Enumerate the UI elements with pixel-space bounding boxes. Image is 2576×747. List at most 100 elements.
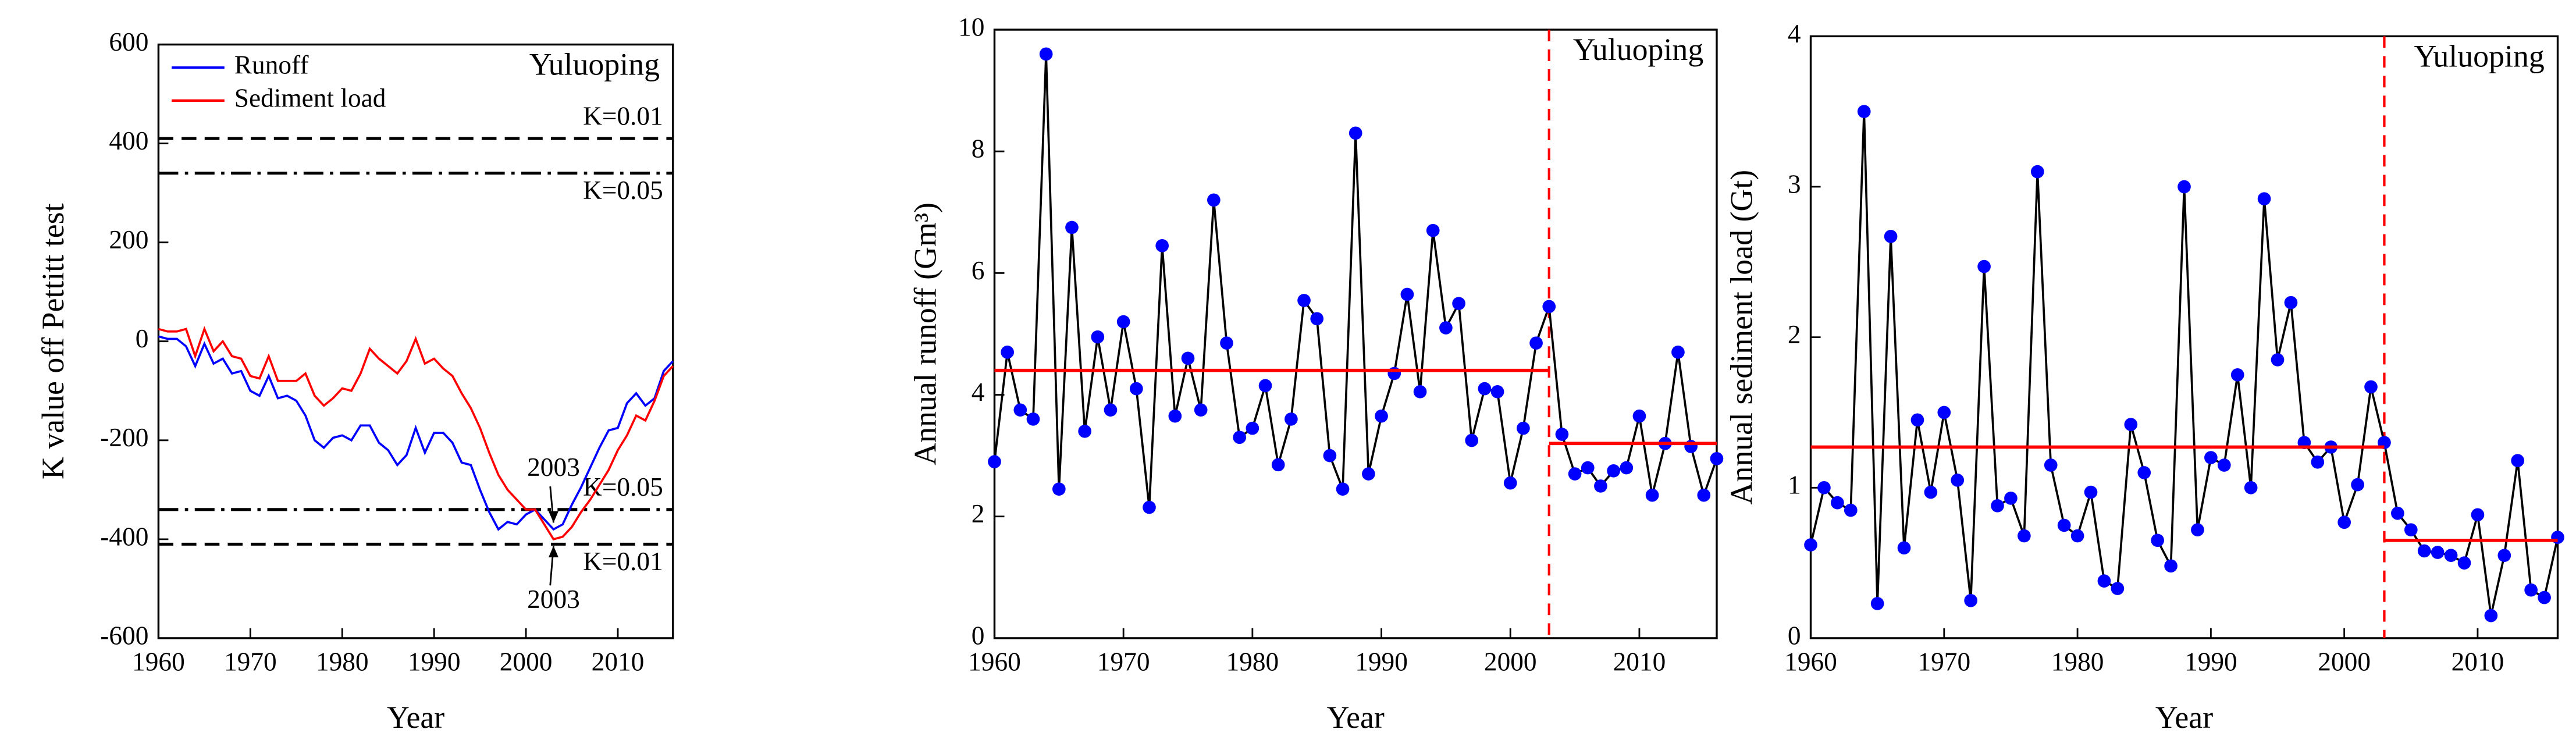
y-tick-label: -400	[100, 522, 148, 551]
x-tick-label: 1980	[2051, 648, 2104, 677]
data-point	[2351, 478, 2364, 492]
data-point	[2497, 549, 2511, 563]
x-tick-label: 2010	[2452, 648, 2504, 677]
data-point	[1246, 421, 1259, 435]
legend-label: Sediment load	[234, 83, 386, 112]
y-axis-label: Annual sediment load (Gt)	[1724, 170, 1759, 505]
x-axis-label: Year	[2155, 700, 2213, 735]
data-point	[2057, 518, 2071, 532]
data-point	[2030, 165, 2044, 179]
y-tick-label: 2	[1788, 320, 1801, 349]
data-point	[1426, 223, 1440, 237]
data-point	[1400, 287, 1414, 301]
data-point	[1964, 593, 1977, 607]
data-point	[1529, 336, 1543, 350]
data-point	[2137, 466, 2151, 479]
y-tick-label: 8	[972, 134, 985, 163]
data-point	[1542, 300, 1556, 314]
data-point	[2097, 574, 2111, 588]
data-point	[2111, 582, 2125, 595]
data-point	[1001, 346, 1014, 359]
x-tick-label: 1990	[408, 648, 461, 677]
y-tick-label: 4	[1788, 19, 1801, 48]
y-tick-label: 3	[1788, 169, 1801, 198]
x-axis-label: Year	[1327, 700, 1385, 735]
data-point	[2018, 529, 2031, 543]
y-tick-label: 200	[109, 225, 148, 254]
data-point	[988, 455, 1001, 468]
data-point	[1910, 413, 1924, 427]
data-point	[1857, 105, 1871, 119]
data-point	[1375, 409, 1388, 423]
data-point	[1065, 220, 1079, 234]
x-tick-label: 2000	[500, 648, 553, 677]
data-point	[1220, 336, 1233, 350]
y-tick-label: 6	[972, 256, 985, 285]
data-point	[2457, 556, 2471, 570]
y-tick-label: -600	[100, 621, 148, 650]
data-point	[1478, 382, 1492, 396]
x-tick-label: 1970	[224, 648, 277, 677]
data-point	[1194, 403, 1208, 417]
data-point	[1897, 541, 1911, 555]
legend-label: Runoff	[234, 51, 309, 80]
x-tick-label: 1990	[1355, 648, 1408, 677]
data-point	[1555, 428, 1569, 441]
data-point	[1991, 499, 2004, 513]
data-point	[1671, 346, 1685, 359]
data-point	[1116, 315, 1130, 329]
data-point	[1091, 330, 1105, 344]
data-point	[2124, 418, 2138, 431]
x-tick-label: 1990	[2184, 648, 2237, 677]
y-tick-label: 0	[1788, 621, 1801, 650]
threshold-label: K=0.01	[583, 101, 663, 130]
data-point	[1817, 481, 1831, 495]
data-point	[2337, 515, 2351, 529]
annotation-arrowhead	[548, 546, 558, 558]
x-tick-label: 1960	[1784, 648, 1837, 677]
y-tick-label: 10	[958, 12, 984, 41]
data-point	[2191, 523, 2204, 537]
data-point	[1951, 474, 1965, 487]
data-point	[2417, 544, 2431, 558]
data-point	[2311, 455, 2325, 469]
data-point	[1413, 385, 1427, 399]
data-point	[2151, 533, 2164, 547]
data-point	[1297, 294, 1311, 307]
data-point	[1465, 433, 1479, 447]
x-tick-label: 1980	[1226, 648, 1279, 677]
data-point	[1026, 412, 1040, 426]
data-point	[1620, 461, 1634, 475]
data-point	[1517, 421, 1530, 435]
threshold-label: K=0.05	[583, 176, 663, 205]
data-point	[2084, 485, 2098, 499]
annotation-arrowhead	[548, 511, 558, 523]
data-point	[1632, 409, 1646, 423]
data-point	[1285, 412, 1298, 426]
data-point	[1039, 47, 1053, 61]
data-point	[2044, 458, 2058, 472]
x-tick-label: 1970	[1097, 648, 1150, 677]
data-point	[1349, 126, 1362, 140]
data-point	[1439, 321, 1453, 335]
x-tick-label: 1980	[316, 648, 369, 677]
data-point	[1323, 449, 1337, 463]
y-axis-label: K value off Pettitt test	[35, 203, 70, 479]
data-point	[1844, 503, 1858, 517]
data-point	[2177, 180, 2191, 194]
data-point	[2070, 529, 2084, 543]
plot-frame	[1809, 35, 2559, 639]
y-tick-label: 2	[972, 499, 985, 528]
data-point	[1594, 479, 1607, 493]
data-point	[2164, 559, 2177, 573]
data-point	[2511, 454, 2525, 468]
data-point	[1937, 405, 1951, 419]
data-point	[2524, 583, 2538, 597]
data-point	[2204, 451, 2218, 464]
data-line	[158, 326, 674, 540]
data-point	[1870, 597, 1884, 610]
x-tick-label: 2000	[2318, 648, 2371, 677]
data-point	[1452, 297, 1465, 311]
data-point	[1129, 382, 1143, 396]
